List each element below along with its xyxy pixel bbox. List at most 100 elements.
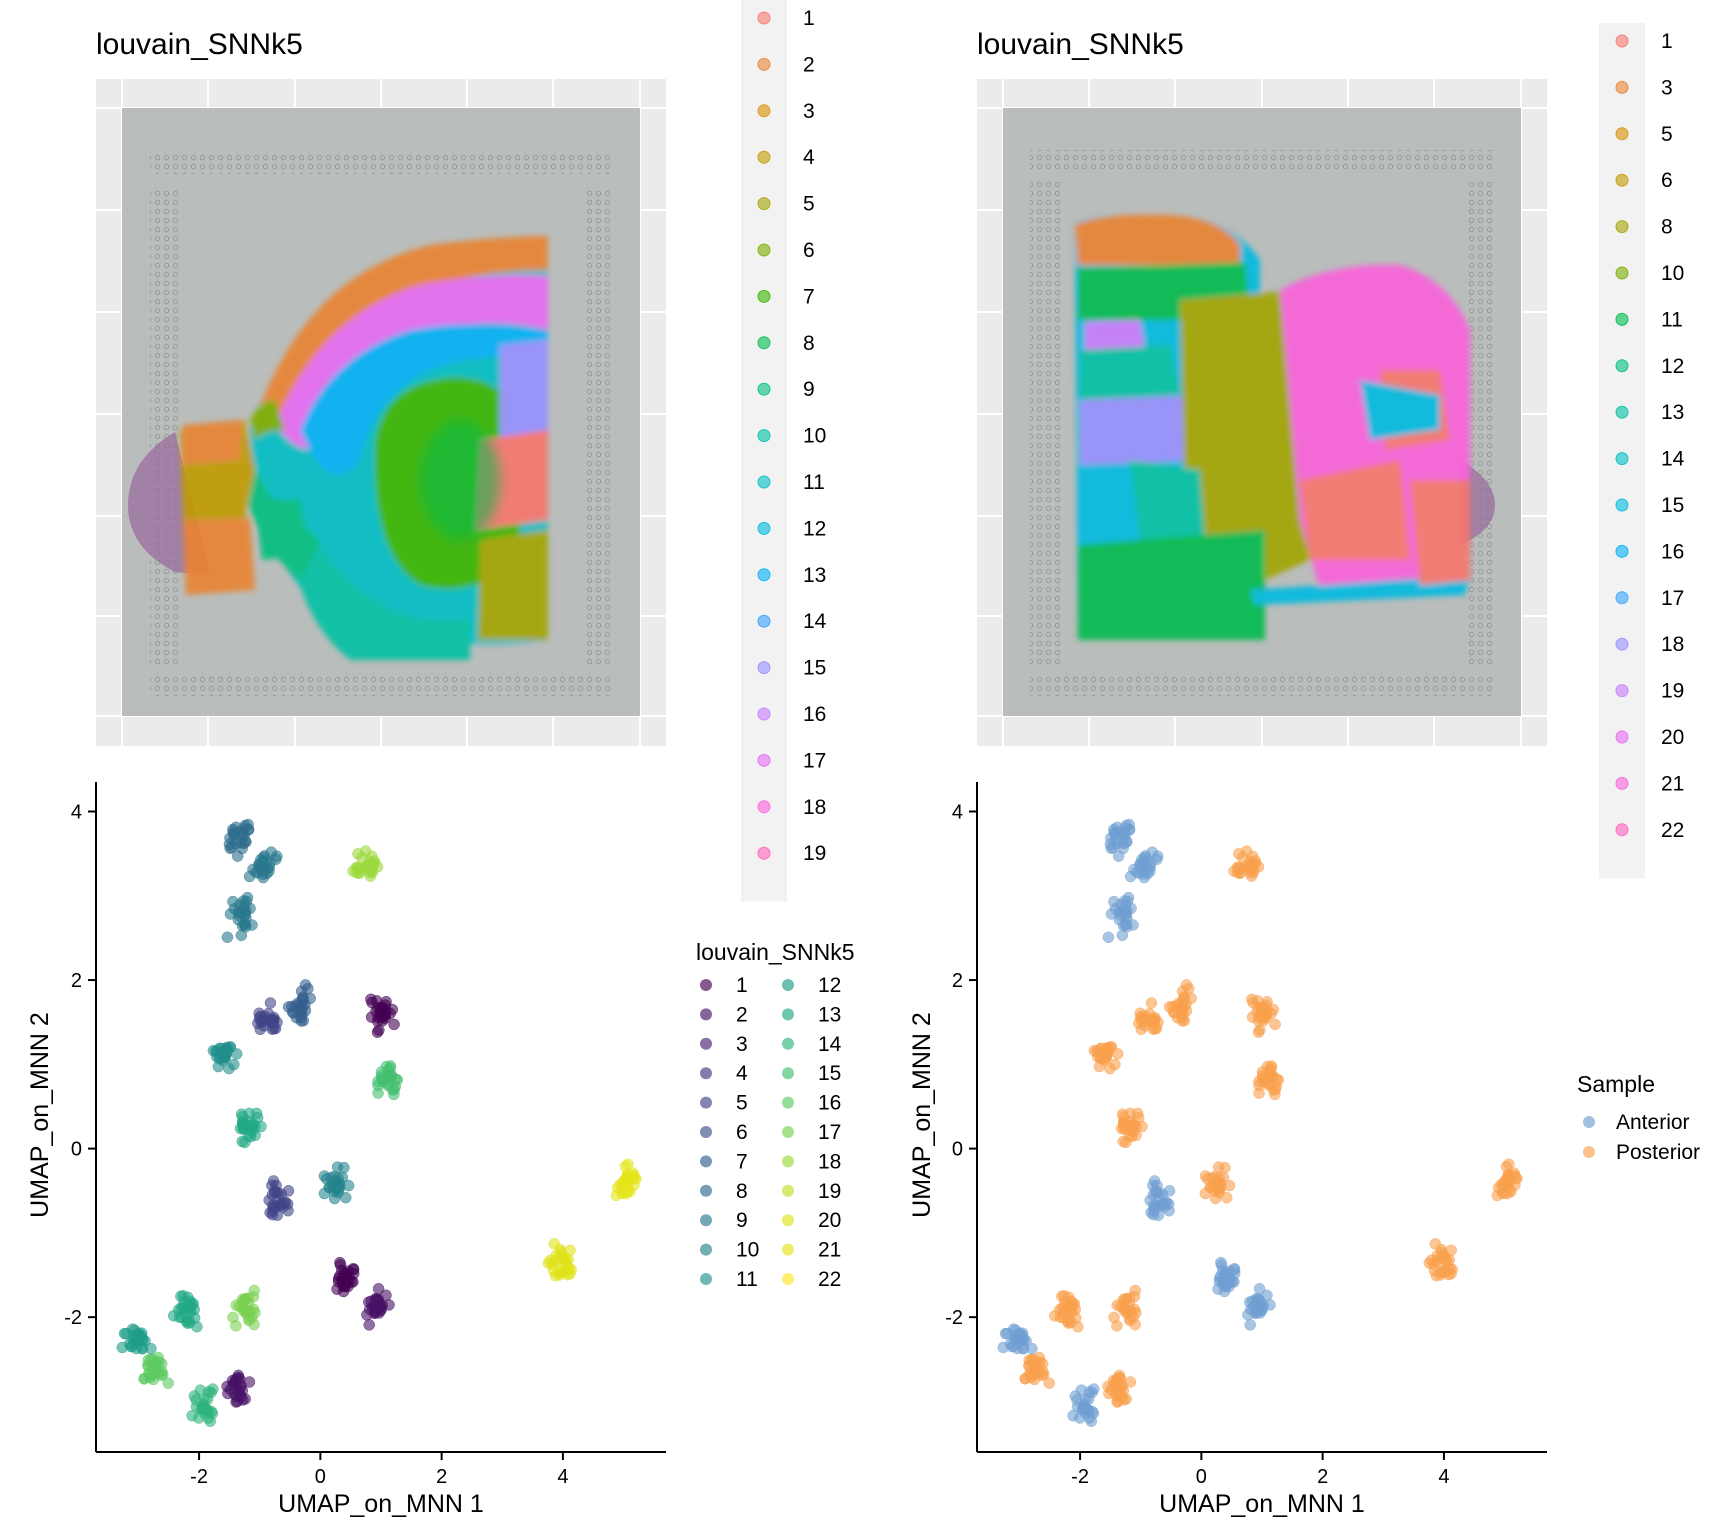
data-point — [371, 1015, 384, 1028]
data-point — [237, 828, 249, 840]
data-point — [204, 1415, 217, 1427]
data-point — [1247, 996, 1259, 1009]
legend-key — [1615, 684, 1629, 698]
data-point — [1129, 1284, 1141, 1297]
legend-key — [1615, 220, 1629, 234]
data-point — [1263, 1069, 1276, 1082]
data-point — [1152, 1016, 1164, 1029]
legend-label: 11 — [1661, 308, 1683, 331]
x-tick-label: -2 — [1071, 1466, 1089, 1488]
legend-key — [1615, 80, 1629, 94]
panel-spatial-anterior: louvain_SNNk5 — [96, 28, 666, 746]
legend-label: 8 — [803, 332, 815, 355]
data-point — [1150, 1186, 1162, 1198]
data-point — [1102, 1044, 1115, 1056]
data-point — [1253, 1283, 1266, 1295]
data-point — [1108, 1311, 1120, 1324]
data-point — [145, 1353, 157, 1366]
legend-key — [782, 1067, 794, 1080]
legend-label: 22 — [1661, 819, 1684, 842]
data-point — [1072, 1320, 1084, 1333]
data-point — [1109, 1058, 1121, 1071]
data-point — [1503, 1158, 1515, 1170]
legend-label: 21 — [818, 1239, 841, 1262]
data-point — [622, 1158, 634, 1170]
data-point — [1249, 857, 1262, 870]
data-point — [221, 1044, 234, 1056]
data-point — [372, 1283, 385, 1295]
legend-key — [782, 979, 794, 991]
legend-key — [700, 1184, 712, 1197]
legend-key — [757, 846, 771, 860]
data-point — [271, 850, 283, 862]
panel-d-points — [997, 818, 1523, 1427]
data-point — [363, 1319, 375, 1331]
legend-label: 13 — [803, 564, 826, 587]
data-point — [1123, 1292, 1136, 1304]
data-point — [1067, 1409, 1079, 1422]
legend-key — [782, 1243, 794, 1256]
legend-key — [1615, 127, 1629, 141]
legend-label: 19 — [818, 1180, 841, 1203]
data-point — [266, 1208, 279, 1221]
data-point — [1119, 905, 1131, 918]
data-point — [201, 1403, 213, 1416]
data-point — [1125, 1130, 1138, 1143]
legend-key — [757, 382, 771, 396]
legend-label: 1 — [736, 974, 748, 997]
data-point — [1183, 982, 1195, 995]
panel-c-points — [116, 818, 642, 1427]
legend-label: 12 — [1661, 355, 1684, 378]
data-point — [1206, 1171, 1218, 1184]
legend-label: 7 — [803, 285, 815, 308]
data-point — [251, 1111, 264, 1124]
legend-key — [757, 475, 771, 489]
x-tick-label: 4 — [1438, 1466, 1449, 1488]
data-point — [1252, 1293, 1264, 1306]
data-point — [1244, 1319, 1256, 1331]
data-point — [368, 1307, 381, 1320]
data-point — [372, 1087, 384, 1099]
legend-label: 18 — [803, 796, 826, 819]
y-tick-label: 2 — [71, 970, 82, 992]
data-point — [228, 1058, 240, 1071]
legend-key — [782, 1155, 794, 1168]
data-point — [253, 858, 265, 871]
legend-label: 6 — [736, 1121, 748, 1144]
legend-label: 15 — [1661, 494, 1684, 517]
legend-key — [1583, 1146, 1595, 1158]
data-point — [191, 1320, 203, 1333]
data-point — [162, 1377, 174, 1389]
data-point — [1134, 858, 1146, 871]
legend-key — [700, 1037, 712, 1050]
x-tick-label: 2 — [436, 1466, 447, 1488]
x-tick-label: 4 — [557, 1466, 568, 1488]
legend-key — [1615, 359, 1629, 373]
data-point — [227, 895, 239, 908]
data-point — [1258, 1001, 1270, 1014]
legend-key — [1615, 498, 1629, 512]
data-point — [1116, 1380, 1128, 1392]
data-point — [238, 905, 250, 918]
data-point — [1120, 918, 1133, 931]
data-point — [1132, 1111, 1145, 1124]
x-tick-label: 0 — [1196, 1466, 1207, 1488]
legend-key — [1615, 452, 1629, 466]
legend-key — [700, 1243, 712, 1256]
data-point — [325, 1171, 337, 1184]
legend-label: 4 — [736, 1062, 748, 1085]
data-point — [243, 870, 256, 883]
y-tick-label: -2 — [945, 1307, 963, 1329]
panel-spatial-posterior: louvain_SNNk5 — [977, 28, 1547, 746]
legend-label: 4 — [803, 146, 815, 169]
x-tick-label: 0 — [315, 1466, 326, 1488]
x-tick-label: -2 — [190, 1466, 208, 1488]
legend-label: 9 — [736, 1209, 748, 1232]
panel-c-ylabel: UMAP_on_MNN 2 — [26, 1012, 54, 1218]
data-point — [1102, 1380, 1114, 1393]
data-point — [999, 1327, 1012, 1340]
data-point — [1177, 999, 1190, 1011]
data-point — [239, 1393, 251, 1405]
